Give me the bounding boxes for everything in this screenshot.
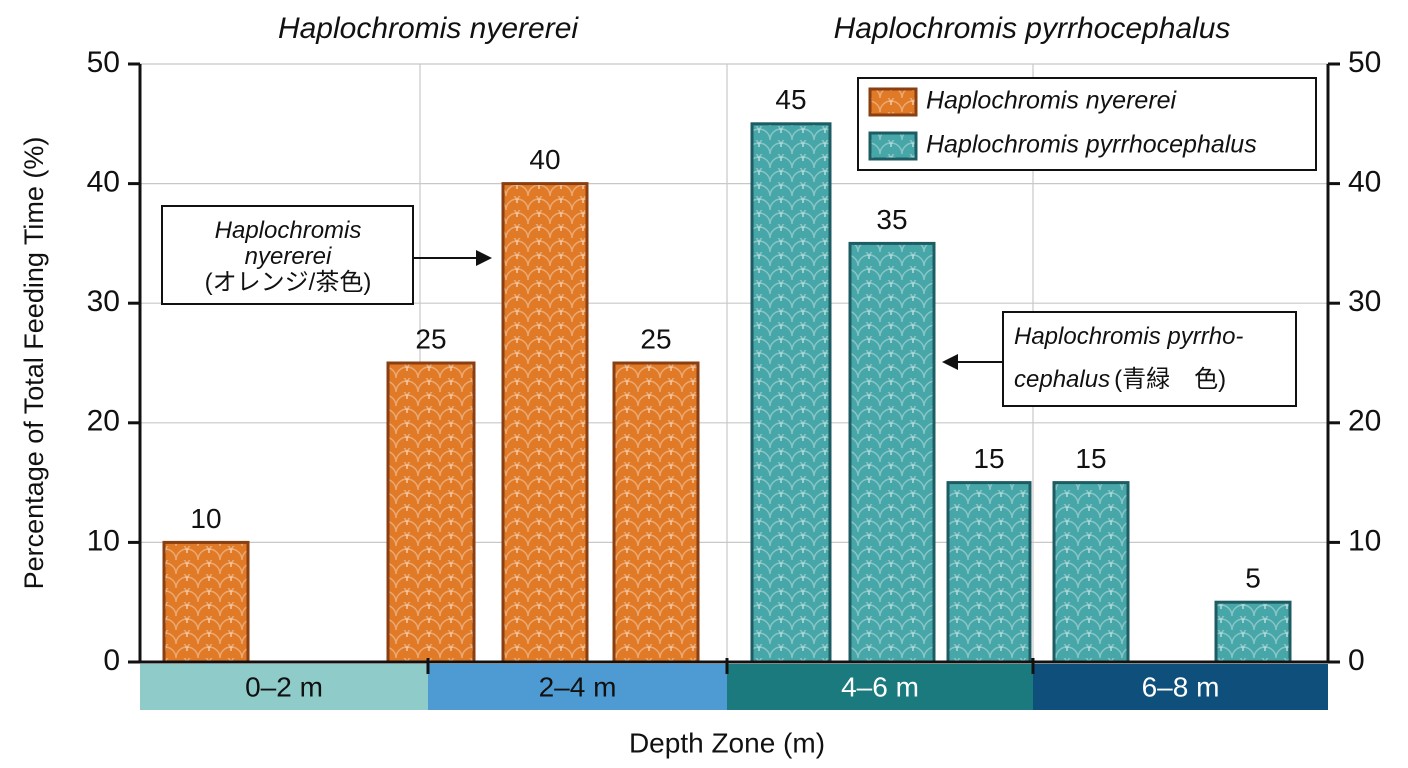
y2-tick-label: 0 bbox=[1348, 644, 1365, 677]
zone-band bbox=[140, 664, 428, 710]
bar bbox=[162, 540, 250, 664]
value-label: 5 bbox=[1245, 563, 1261, 594]
bar bbox=[1214, 600, 1292, 664]
bar bbox=[1052, 481, 1130, 664]
y2-tick-label: 30 bbox=[1348, 285, 1381, 318]
zone-label: 4–6 m bbox=[841, 671, 919, 702]
value-label: 35 bbox=[876, 204, 907, 235]
zone-band bbox=[727, 664, 1033, 710]
annotation-arrowhead bbox=[476, 250, 492, 266]
bar bbox=[848, 241, 936, 664]
bar bbox=[612, 361, 700, 664]
legend-swatch bbox=[868, 87, 918, 117]
value-label: 10 bbox=[190, 503, 221, 534]
value-label: 15 bbox=[1075, 443, 1106, 474]
zone-label: 2–4 m bbox=[539, 671, 617, 702]
value-label: 25 bbox=[415, 323, 446, 354]
zone-band bbox=[428, 664, 727, 710]
value-label: 45 bbox=[775, 84, 806, 115]
annotation-arrowhead bbox=[942, 354, 958, 370]
x-axis-label: Depth Zone (m) bbox=[629, 727, 825, 758]
annotation-segment: Haplochromis bbox=[215, 217, 362, 244]
annotation-segment: nyererei bbox=[245, 243, 332, 270]
group-title: Haplochromis pyrrhocephalus bbox=[834, 12, 1231, 45]
y2-tick-label: 40 bbox=[1348, 166, 1381, 199]
y-axis-label: Percentage of Total Feeding Time (%) bbox=[19, 137, 49, 590]
zone-label: 6–8 m bbox=[1142, 671, 1220, 702]
annotation-text: Haplochromis bbox=[215, 217, 362, 244]
annotation-segment: (オレンジ/茶色) bbox=[205, 269, 372, 296]
bar bbox=[501, 182, 589, 664]
annotation-box bbox=[1002, 311, 1297, 407]
annotation-box bbox=[161, 205, 414, 305]
value-label: 15 bbox=[973, 443, 1004, 474]
y2-tick-label: 10 bbox=[1348, 524, 1381, 557]
y-tick-label: 20 bbox=[87, 405, 120, 438]
legend-label: Haplochromis nyererei bbox=[926, 87, 1178, 115]
legend-label: Haplochromis pyrrhocephalus bbox=[926, 131, 1257, 159]
annotation-segment: (青緑 色) bbox=[1114, 366, 1226, 393]
y-tick-label: 50 bbox=[87, 46, 120, 79]
y2-tick-label: 20 bbox=[1348, 405, 1381, 438]
annotation-segment: cephalus bbox=[1014, 366, 1110, 393]
value-label: 25 bbox=[640, 323, 671, 354]
bar bbox=[946, 481, 1032, 664]
annotation-text: cephalus (青緑 色) bbox=[1014, 366, 1226, 393]
annotation-segment: Haplochromis pyrrho- bbox=[1014, 323, 1243, 350]
bar bbox=[750, 122, 832, 664]
y-tick-label: 0 bbox=[103, 644, 120, 677]
zone-band bbox=[1033, 664, 1328, 710]
y-tick-label: 40 bbox=[87, 166, 120, 199]
annotation-text: nyererei bbox=[245, 243, 332, 270]
zone-label: 0–2 m bbox=[245, 671, 323, 702]
value-label: 40 bbox=[529, 144, 560, 175]
y-tick-label: 30 bbox=[87, 285, 120, 318]
group-title: Haplochromis nyererei bbox=[278, 12, 579, 45]
bar bbox=[386, 361, 476, 664]
annotation-text: Haplochromis pyrrho- bbox=[1014, 323, 1243, 350]
y-tick-label: 10 bbox=[87, 524, 120, 557]
legend-box bbox=[857, 77, 1317, 171]
legend-swatch bbox=[868, 131, 918, 161]
y2-tick-label: 50 bbox=[1348, 46, 1381, 79]
annotation-text: (オレンジ/茶色) bbox=[205, 269, 372, 296]
